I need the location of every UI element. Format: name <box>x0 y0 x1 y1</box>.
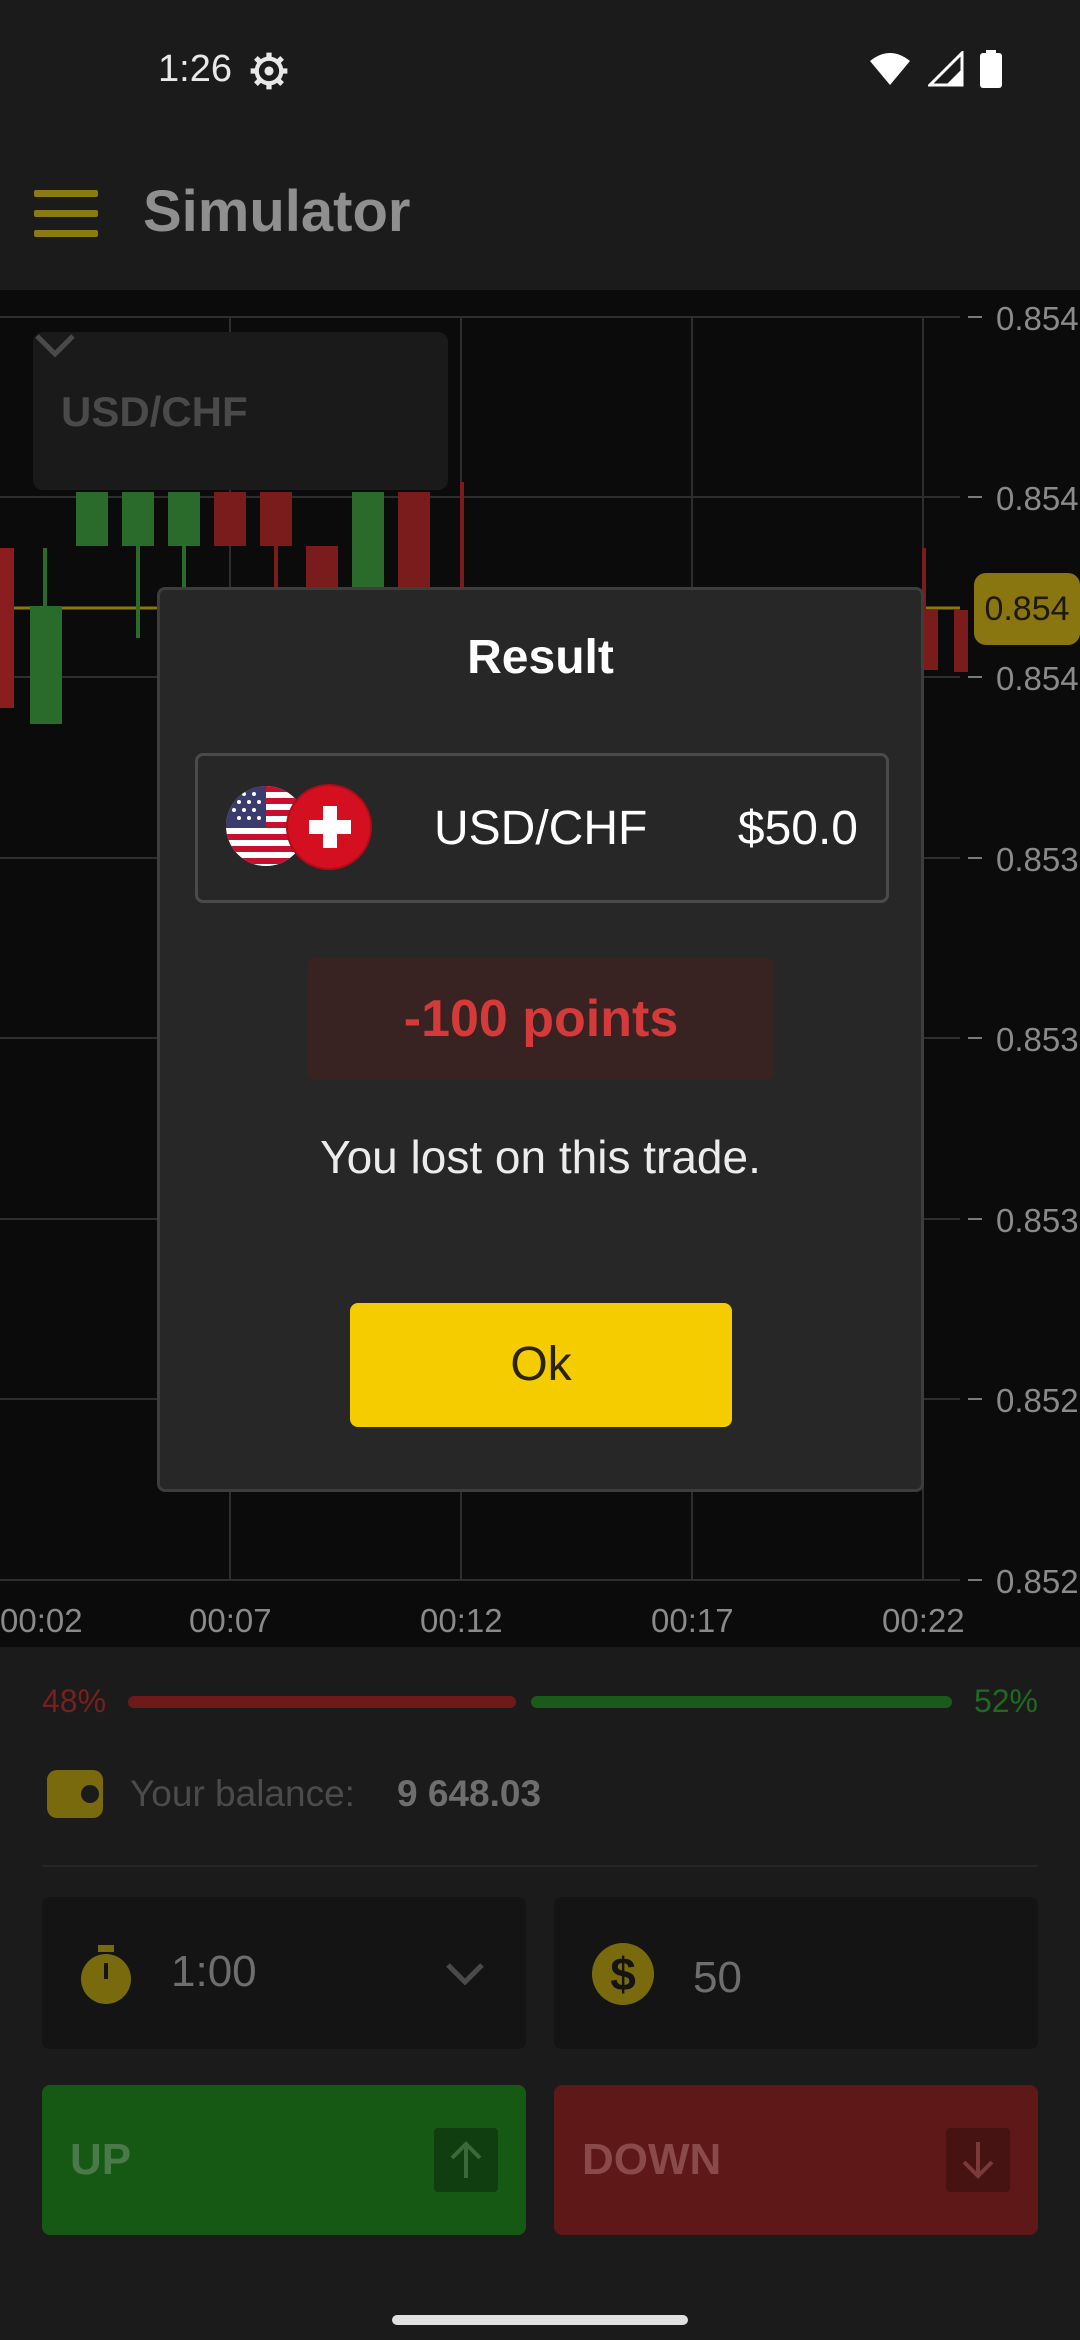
status-bar: 1:26 <box>0 0 1080 140</box>
page-title: Simulator <box>143 179 411 244</box>
y-tick-label: 0.853 <box>996 841 1079 878</box>
y-tick-label: 0.852 <box>996 1382 1079 1419</box>
x-tick-label: 00:22 <box>882 1602 965 1639</box>
home-gesture-handle[interactable] <box>392 2315 688 2325</box>
up-button-label: UP <box>70 2135 132 2184</box>
chevron-down-icon <box>35 334 75 358</box>
arrow-down-icon <box>946 2128 1010 2192</box>
y-tick-label: 0.854 <box>996 480 1079 517</box>
signal-icon <box>928 51 964 87</box>
divider <box>42 1865 1038 1867</box>
y-tick-label: 0.853 <box>996 1202 1079 1239</box>
chevron-down-icon <box>446 1963 484 1986</box>
x-tick-label: 00:12 <box>420 1602 503 1639</box>
trade-panel: 48% 52% Your balance: 9 648.03 1:00 $ 50… <box>0 1647 1080 2275</box>
up-sentiment-bar <box>531 1696 952 1708</box>
wallet-icon <box>47 1770 103 1818</box>
timer-icon <box>81 1945 131 2004</box>
down-sentiment-bar <box>128 1696 516 1708</box>
dialog-title: Result <box>467 631 614 684</box>
duration-select[interactable]: 1:00 <box>42 1897 526 2049</box>
x-tick-label: 00:02 <box>0 1602 83 1639</box>
y-tick-label: 0.853 <box>996 1021 1079 1058</box>
app-bar: Simulator <box>0 140 1080 290</box>
navigation-bar <box>0 2275 1080 2340</box>
down-percentage: 48% <box>42 1683 107 1719</box>
swiss-flag-icon <box>286 784 372 870</box>
balance-value: 9 648.03 <box>397 1773 542 1814</box>
pair-selector[interactable]: USD/CHF <box>33 332 448 490</box>
trade-summary-card: USD/CHF $50.0 <box>195 753 889 903</box>
arrow-up-icon <box>434 2128 498 2192</box>
current-price-tag: 0.854 <box>974 573 1080 645</box>
trade-amount: $50.0 <box>737 802 858 855</box>
balance-label: Your balance: <box>130 1773 355 1814</box>
candles <box>0 482 968 724</box>
dollar-icon: $ <box>592 1943 654 2005</box>
x-tick-label: 00:17 <box>651 1602 734 1639</box>
y-tick-label: 0.852 <box>996 1563 1079 1600</box>
duration-value: 1:00 <box>171 1947 257 1996</box>
status-time: 1:26 <box>158 48 232 90</box>
gear-icon <box>250 52 288 90</box>
up-button[interactable]: UP <box>42 2085 526 2235</box>
down-button-label: DOWN <box>582 2135 722 2184</box>
amount-value: 50 <box>693 1953 742 2002</box>
trade-pair: USD/CHF <box>434 802 648 855</box>
result-dialog: Result USD/CHF $ <box>157 587 924 1492</box>
result-message: You lost on this trade. <box>320 1131 761 1183</box>
menu-icon[interactable] <box>34 190 98 240</box>
x-tick-label: 00:07 <box>189 1602 272 1639</box>
amount-field[interactable]: $ 50 <box>554 1897 1038 2049</box>
battery-icon <box>980 50 1002 88</box>
y-tick-label: 0.854 <box>996 660 1079 697</box>
pair-selector-label: USD/CHF <box>61 388 248 435</box>
up-percentage: 52% <box>973 1683 1038 1719</box>
points-badge: -100 points <box>308 958 774 1080</box>
ok-button[interactable]: Ok <box>350 1303 732 1427</box>
y-tick-label: 0.854 <box>996 300 1079 337</box>
wifi-icon <box>870 53 910 85</box>
down-button[interactable]: DOWN <box>554 2085 1038 2235</box>
